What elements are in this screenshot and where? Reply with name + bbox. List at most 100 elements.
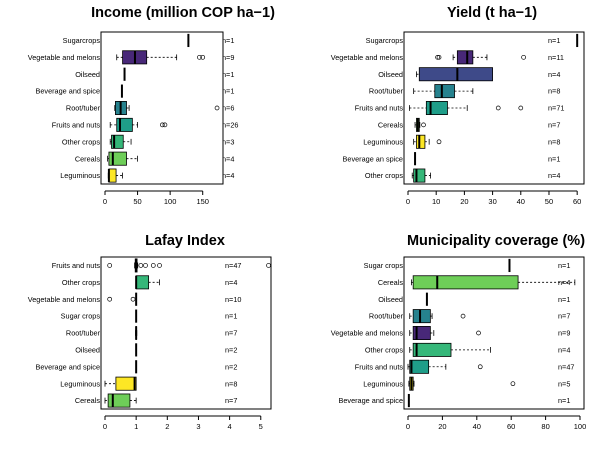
category-label: Cereals xyxy=(378,278,403,287)
n-label: n=7 xyxy=(548,120,560,129)
x-tick-label: 0 xyxy=(103,197,107,206)
box-fruits-and-nuts: Fruits and nuts n=47 xyxy=(355,359,574,374)
panel-3: Lafay Index 0 1 2 3 4 5 Fruits and nuts n=47 Othe… xyxy=(28,233,272,431)
n-label: n=4 xyxy=(222,154,234,163)
category-label: Sugarcrops xyxy=(366,36,404,45)
box-other-crops: Other crops n=4 xyxy=(365,342,570,357)
box-root-tuber: Root/tuber n=7 xyxy=(369,309,570,324)
panel-title: Lafay Index xyxy=(145,233,225,249)
n-label: n=6 xyxy=(222,104,234,113)
n-label: n=26 xyxy=(222,120,238,129)
box-root-tuber: Root/tuber n=6 xyxy=(66,101,234,115)
category-label: Beverage and spice xyxy=(339,396,404,405)
n-label: n=1 xyxy=(558,396,570,405)
plot-frame xyxy=(100,256,272,410)
x-tick-label: 0 xyxy=(103,422,107,431)
n-label: n=9 xyxy=(558,329,570,338)
panel-title: Income (million COP ha−1) xyxy=(91,5,275,21)
category-label: Leguminous xyxy=(363,137,403,146)
box-oilseed: Oilseed n=1 xyxy=(378,292,570,306)
outlier-point xyxy=(510,381,516,387)
outlier-point xyxy=(214,105,220,111)
x-tick-label: 30 xyxy=(488,197,496,206)
category-label: Leguminous xyxy=(60,171,100,180)
category-label: Other crops xyxy=(62,137,100,146)
panel-2: Yield (t ha−1) 0 10 20 30 40 50 60 Sugarcrops n=1… xyxy=(331,5,585,206)
box-other-crops: Other crops n=4 xyxy=(365,168,560,183)
panel-4: Municipality coverage (%) 0 20 40 60 80 100 Sug… xyxy=(331,233,586,431)
category-label: Fruits and nuts xyxy=(355,362,404,371)
iqr-box xyxy=(107,393,131,408)
category-label: Sugarcrops xyxy=(63,36,101,45)
outlier-point xyxy=(521,54,526,60)
box-leguminous: Leguminous n=5 xyxy=(363,376,570,391)
x-tick-label: 5 xyxy=(259,422,263,431)
box-leguminous: Leguminous n=8 xyxy=(363,134,560,149)
outlier-point xyxy=(157,263,162,268)
n-label: n=8 xyxy=(225,379,237,388)
n-label: n=10 xyxy=(225,295,241,304)
n-label: n=2 xyxy=(225,362,237,371)
n-label: n=8 xyxy=(548,137,560,146)
outlier-point xyxy=(138,263,144,268)
n-label: n=47 xyxy=(225,261,241,270)
category-label: Sugar crops xyxy=(364,261,404,270)
outlier-point xyxy=(436,139,442,145)
x-tick-label: 80 xyxy=(541,422,549,431)
x-tick-label: 100 xyxy=(574,422,587,431)
n-label: n=4 xyxy=(558,345,570,354)
box-fruits-and-nuts: Fruits and nuts n=71 xyxy=(355,101,564,115)
box-oilseed: Oilseed n=4 xyxy=(378,67,560,82)
box-fruits-and-nuts: Fruits and nuts n=47 xyxy=(52,258,271,273)
x-tick-label: 0 xyxy=(406,422,410,431)
outlier-point xyxy=(200,54,206,60)
n-label: n=8 xyxy=(548,87,560,96)
n-label: n=4 xyxy=(548,171,560,180)
category-label: Root/tuber xyxy=(369,87,404,96)
box-sugar-crops: Sugar crops n=1 xyxy=(364,258,570,273)
category-label: Vegetable and melons xyxy=(331,329,404,338)
outlier-point xyxy=(143,263,148,268)
box-other-crops: Other crops n=4 xyxy=(62,275,237,290)
x-tick-label: 0 xyxy=(406,197,410,206)
x-tick-label: 60 xyxy=(573,197,581,206)
outlier-point xyxy=(266,263,271,268)
category-label: Oilseed xyxy=(378,295,403,304)
n-label: n=1 xyxy=(222,70,234,79)
n-label: n=1 xyxy=(558,261,570,270)
x-tick-label: 10 xyxy=(432,197,440,206)
n-label: n=1 xyxy=(548,36,560,45)
box-beverage-and-spice: Beverage and spice n=1 xyxy=(339,393,570,408)
iqr-box xyxy=(412,342,452,357)
box-cereals: Cereals n=4 xyxy=(75,151,234,166)
n-label: n=7 xyxy=(225,396,237,405)
iqr-box xyxy=(425,101,448,115)
outlier-point xyxy=(107,296,113,302)
x-tick-label: 100 xyxy=(164,197,177,206)
box-fruits-and-nuts: Fruits and nuts n=26 xyxy=(52,117,238,132)
iqr-box xyxy=(115,376,137,391)
x-tick-label: 2 xyxy=(165,422,169,431)
n-label: n=4 xyxy=(222,171,234,180)
x-tick-label: 40 xyxy=(473,422,481,431)
box-beverage-and-spice: Beverage and spice n=2 xyxy=(36,360,237,374)
n-label: n=1 xyxy=(222,36,234,45)
category-label: Leguminous xyxy=(60,379,100,388)
n-label: n=5 xyxy=(558,379,570,388)
category-label: Other crops xyxy=(62,278,100,287)
category-label: Other crops xyxy=(365,171,403,180)
n-label: n=11 xyxy=(548,53,564,62)
box-cereals: Cereals n=7 xyxy=(75,393,237,408)
box-root-tuber: Root/tuber n=8 xyxy=(369,84,560,99)
x-tick-label: 20 xyxy=(460,197,468,206)
n-label: n=47 xyxy=(558,362,574,371)
category-label: Other crops xyxy=(365,345,403,354)
n-label: n=4 xyxy=(558,278,570,287)
outlier-point xyxy=(460,313,466,319)
box-beverage-an-spice: Beverage an spice n=1 xyxy=(343,152,560,166)
plot-frame xyxy=(403,256,585,410)
n-label: n=1 xyxy=(558,295,570,304)
category-label: Oilseed xyxy=(75,345,100,354)
box-vegetable-and-melons: Vegetable and melons n=9 xyxy=(331,326,570,340)
